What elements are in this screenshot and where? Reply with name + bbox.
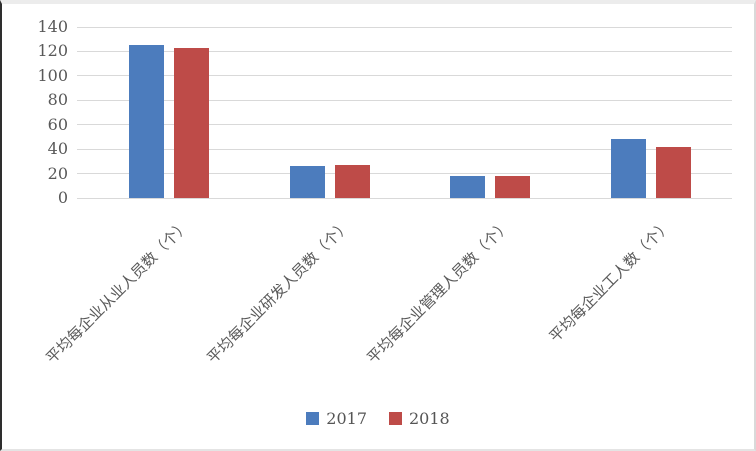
legend-item-2017: 2017 — [306, 409, 367, 428]
gridline — [77, 50, 732, 52]
category-axis-label: 平均每企业研发人员数（个） — [203, 216, 355, 367]
gridline — [77, 173, 732, 175]
gridline — [77, 26, 732, 28]
gridline — [77, 197, 732, 199]
y-axis-tick-label: 80 — [47, 90, 68, 110]
bar-2017-category-2 — [450, 176, 485, 198]
legend-swatch-2017 — [306, 412, 320, 425]
legend-item-2018: 2018 — [389, 409, 450, 428]
y-axis-tick-label: 0 — [57, 188, 68, 207]
y-axis-tick-label: 60 — [47, 114, 68, 134]
gridline — [77, 148, 732, 150]
bar-2017-category-0 — [129, 45, 164, 198]
y-axis-tick-label: 100 — [37, 65, 68, 85]
y-axis-tick-label: 140 — [37, 17, 68, 36]
bar-2017-category-1 — [290, 166, 325, 198]
bar-2018-category-0 — [174, 48, 209, 198]
gridline — [77, 124, 732, 126]
y-axis-tick-label: 120 — [37, 41, 68, 61]
legend-swatch-2018 — [389, 412, 402, 425]
y-axis-tick-label: 20 — [47, 163, 68, 183]
chart-legend: 2017 2018 — [2, 409, 754, 428]
y-axis-tick-label: 40 — [47, 139, 68, 159]
bar-2018-category-2 — [495, 176, 530, 198]
bar-2018-category-1 — [335, 165, 370, 198]
gridline — [77, 99, 732, 101]
gridline — [77, 75, 732, 77]
legend-label: 2018 — [409, 409, 450, 428]
legend-label: 2017 — [326, 409, 367, 428]
category-axis-label: 平均每企业从业人员数（个） — [42, 216, 194, 367]
category-axis-label: 平均每企业工人数（个） — [545, 216, 676, 346]
bar-2017-category-3 — [611, 139, 646, 198]
bar-2018-category-3 — [656, 147, 691, 198]
category-axis-label: 平均每企业管理人员数（个） — [363, 216, 515, 367]
